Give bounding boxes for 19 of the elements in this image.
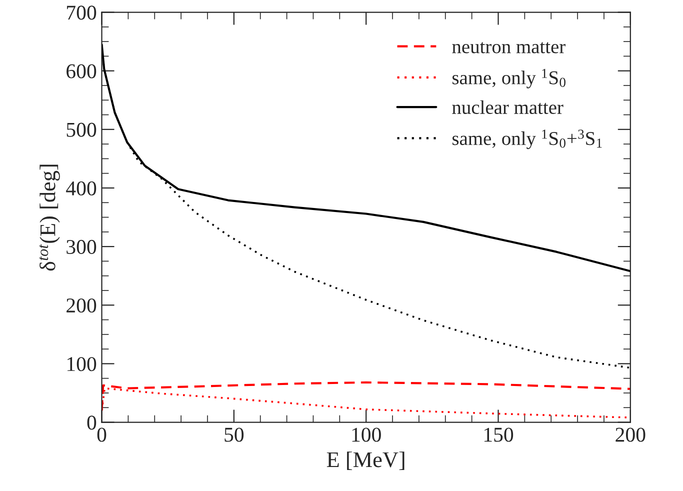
y-tick-label: 0	[87, 416, 96, 430]
x-tick-label: 50	[224, 428, 244, 442]
y-tick-label: 200	[66, 298, 96, 313]
y-tick-label: 100	[67, 357, 96, 372]
legend-label: nuclear matter	[452, 100, 564, 114]
y-tick-label: 500	[66, 122, 96, 137]
legend-label: same, only $^{1}$S$_{0}$+$^{3}$S$_{1}$	[452, 130, 602, 150]
y-axis-title: δ$^{tot}$(E) [deg]	[39, 164, 60, 271]
y-tick-label: 300	[66, 240, 96, 254]
x-axis-title: E [MeV]	[326, 452, 404, 470]
legend-label: same, only $^{1}$S$_{0}$	[452, 68, 566, 88]
x-tick-label: 150	[484, 428, 514, 442]
legend-label: neutron matter	[452, 42, 566, 54]
x-tick-label: 100	[352, 428, 381, 442]
y-tick-label: 400	[66, 181, 96, 196]
y-tick-label: 700	[67, 6, 96, 20]
y-tick-label: 600	[66, 64, 96, 78]
x-tick-label: 200	[616, 428, 646, 442]
x-tick-label: 0	[97, 428, 106, 442]
